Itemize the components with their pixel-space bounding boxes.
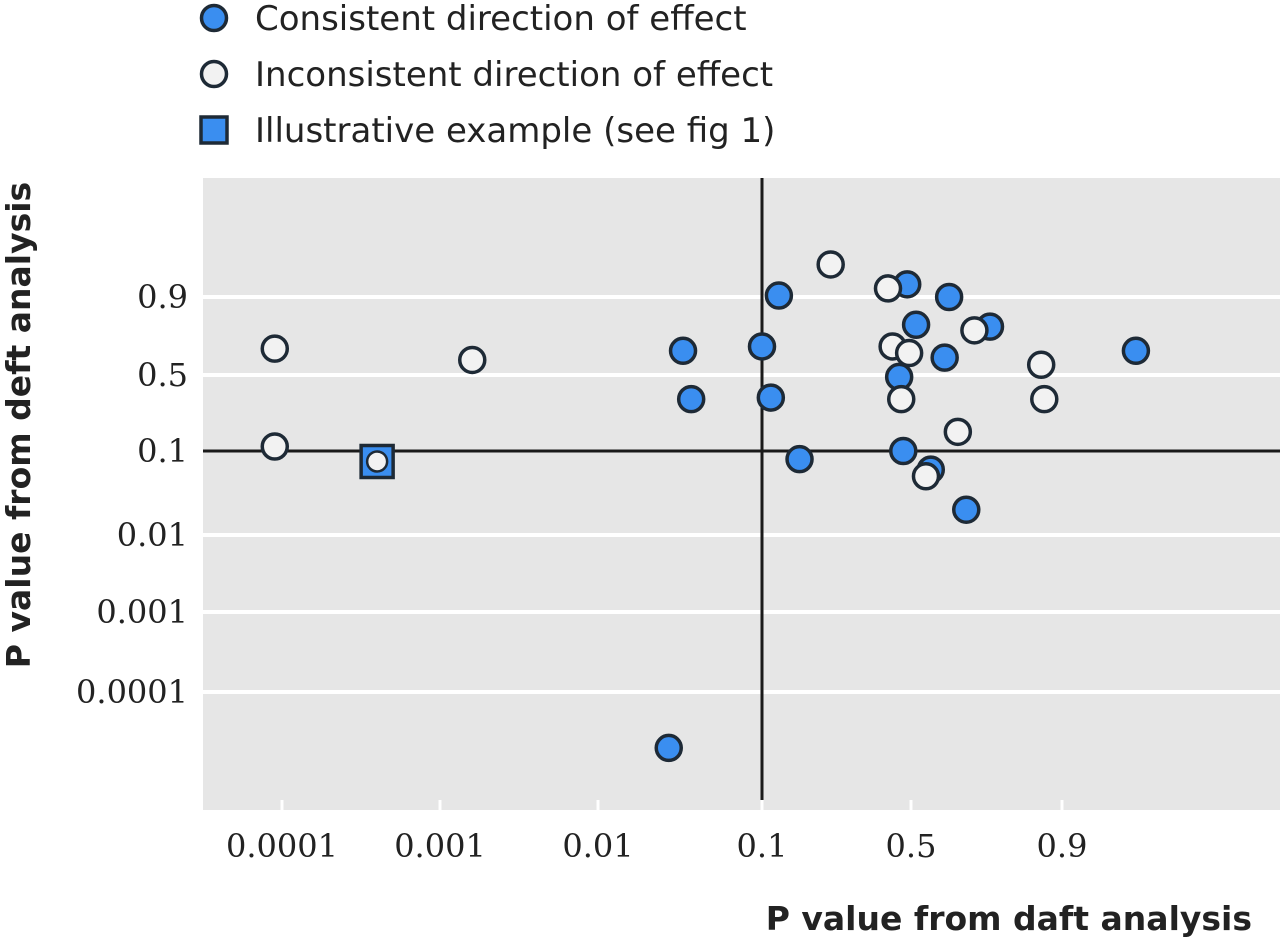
y-tick-label: 0.1 (137, 432, 188, 470)
consistent-point (747, 332, 777, 361)
data-points (260, 250, 1151, 763)
x-axis-title: P value from daft analysis (766, 899, 1252, 938)
y-tick-label: 0.01 (117, 516, 188, 554)
legend-square-marker (199, 115, 229, 145)
x-tick-label: 0.01 (562, 827, 633, 865)
example-inner-point (365, 450, 389, 473)
inconsistent-point (960, 316, 989, 345)
consistent-point (930, 343, 959, 372)
inconsistent-point (911, 462, 941, 491)
consistent-point (934, 282, 964, 312)
y-axis-title: P value from deft analysis (0, 182, 38, 668)
legend-label: Consistent direction of effect (255, 0, 747, 39)
consistent-point (785, 444, 814, 474)
plot-panel (203, 178, 1280, 810)
y-tick-label: 0.9 (137, 278, 188, 316)
y-tick-label: 0.5 (137, 356, 188, 394)
y-tick-label: 0.001 (96, 593, 188, 631)
x-tick-label: 0.5 (886, 827, 937, 865)
consistent-point (1121, 336, 1151, 366)
inconsistent-point (894, 338, 924, 368)
legend-inconsistent-marker (199, 59, 229, 89)
inconsistent-point (1026, 350, 1056, 380)
y-axis-ticks: 0.9 0.5 0.1 0.01 0.001 0.0001 (76, 278, 188, 711)
y-tick-label: 0.0001 (76, 673, 188, 711)
gridlines (203, 295, 1280, 694)
inconsistent-point (260, 432, 290, 461)
consistent-point (676, 384, 706, 414)
consistent-point (654, 733, 683, 763)
consistent-point (889, 436, 918, 466)
x-tick-label: 0.1 (737, 827, 788, 865)
consistent-point (952, 495, 981, 524)
x-axis-ticks: 0.0001 0.001 0.01 0.1 0.5 0.9 (226, 800, 1087, 865)
consistent-point (764, 281, 794, 310)
consistent-point (668, 336, 698, 366)
inconsistent-point (886, 384, 916, 414)
inconsistent-point (458, 345, 487, 375)
x-tick-label: 0.9 (1037, 827, 1088, 865)
legend-label: Illustrative example (see fig 1) (255, 111, 775, 151)
legend-label: Inconsistent direction of effect (255, 55, 773, 95)
consistent-point (756, 383, 786, 412)
inconsistent-point (1030, 384, 1059, 414)
legend-consistent-marker (199, 3, 229, 33)
inconsistent-point (816, 250, 845, 279)
x-tick-label: 0.001 (394, 827, 486, 865)
inconsistent-point (873, 274, 903, 303)
consistent-point (901, 310, 931, 340)
x-tick-label: 0.0001 (226, 827, 338, 865)
inconsistent-point (943, 417, 973, 447)
legend: Consistent direction of effect Inconsiste… (199, 0, 775, 151)
inconsistent-point (260, 334, 290, 363)
